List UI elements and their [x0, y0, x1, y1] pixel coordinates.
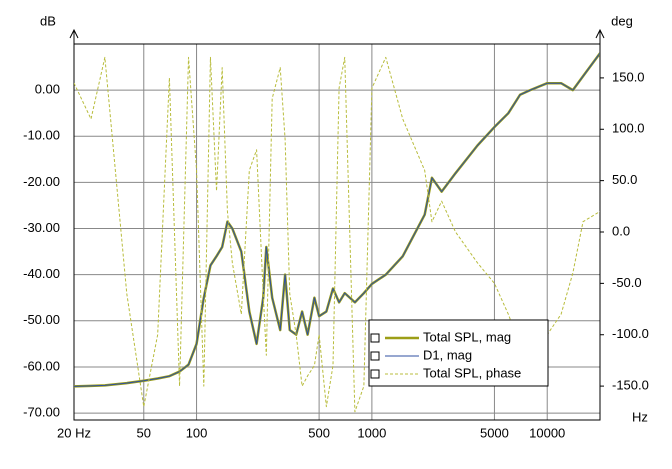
series-line [74, 52, 600, 387]
legend-checkbox[interactable] [370, 351, 380, 361]
y2-axis-arrow [595, 28, 605, 39]
y2-tick-label: 100.0 [612, 121, 645, 136]
y2-tick-label: 0.0 [612, 223, 630, 238]
x-tick-label: 500 [308, 425, 330, 440]
y-tick-label: -50.00 [23, 312, 60, 327]
legend-checkbox[interactable] [370, 369, 380, 379]
y-tick-label: -40.00 [23, 266, 60, 281]
x-tick-label: 50 [137, 425, 151, 440]
x-tick-label: 100 [186, 425, 208, 440]
x-axis-label: Hz [632, 409, 648, 424]
legend-checkbox[interactable] [370, 333, 380, 343]
series-line [74, 56, 600, 413]
y-tick-label: -20.00 [23, 174, 60, 189]
x-tick-label: 1000 [357, 425, 386, 440]
y2-tick-label: -50.0 [612, 275, 642, 290]
y-tick-label: -10.00 [23, 128, 60, 143]
y2-tick-label: -100.0 [612, 326, 649, 341]
x-tick-label: 10000 [529, 425, 565, 440]
legend-label: Total SPL, mag [423, 329, 511, 344]
y-tick-label: 0.00 [35, 82, 60, 97]
y2-tick-label: 150.0 [612, 69, 645, 84]
y-axis-label: dB [40, 13, 56, 28]
y2-axis-label: deg [611, 13, 633, 28]
y-tick-label: -60.00 [23, 358, 60, 373]
y-axis-arrow [69, 28, 79, 39]
x-tick-label: 20 Hz [57, 425, 91, 440]
y-tick-label: -70.00 [23, 405, 60, 420]
legend-label: D1, mag [423, 347, 472, 362]
y2-tick-label: 50.0 [612, 172, 637, 187]
legend-box [368, 319, 549, 387]
y-tick-label: -30.00 [23, 220, 60, 235]
x-tick-label: 5000 [480, 425, 509, 440]
y2-tick-label: -150.0 [612, 378, 649, 393]
legend-label: Total SPL, phase [423, 365, 521, 380]
